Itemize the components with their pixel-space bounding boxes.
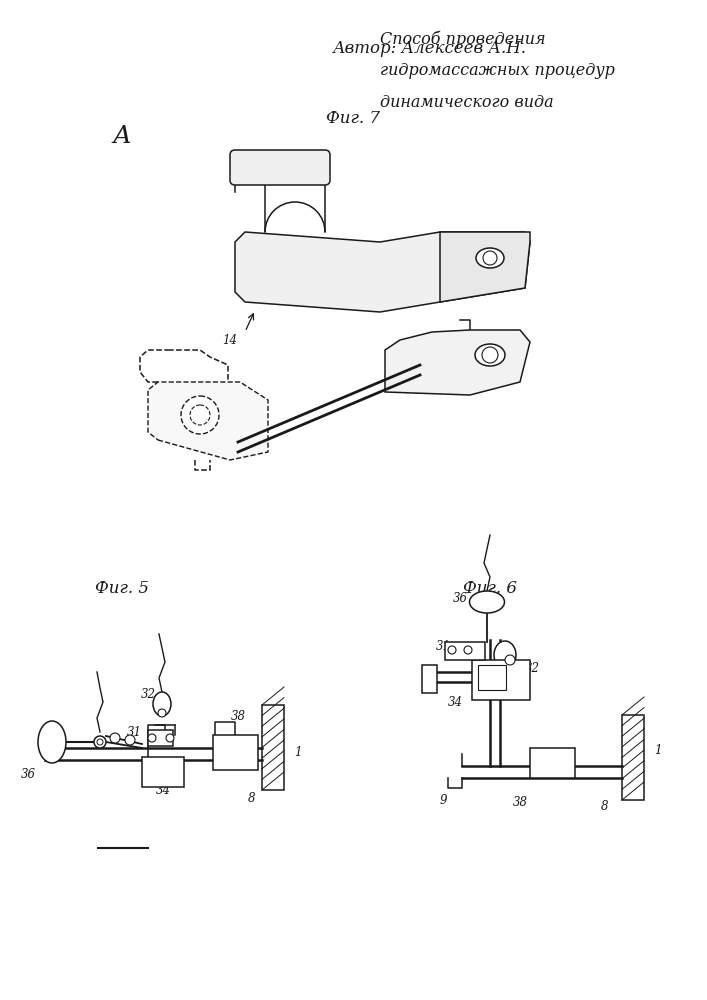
Text: динамического вида: динамического вида [380, 94, 554, 111]
Text: 9: 9 [451, 373, 459, 386]
Text: Фиг. 7: Фиг. 7 [326, 110, 380, 127]
Bar [142, 757, 184, 787]
Polygon shape [235, 232, 530, 312]
Bar [445, 642, 485, 660]
Circle shape [505, 655, 515, 665]
Bar [478, 665, 506, 690]
Circle shape [158, 709, 166, 717]
Text: 1: 1 [294, 746, 302, 758]
Text: 1: 1 [654, 744, 662, 756]
Text: 31: 31 [127, 726, 141, 738]
Circle shape [482, 347, 498, 363]
Text: 8: 8 [601, 800, 609, 814]
FancyBboxPatch shape [230, 150, 330, 185]
Ellipse shape [190, 405, 210, 425]
Text: Способ проведения: Способ проведения [380, 30, 546, 47]
Text: 36: 36 [21, 768, 35, 782]
Text: 32: 32 [141, 688, 156, 700]
Text: 38: 38 [513, 796, 527, 810]
Ellipse shape [181, 396, 219, 434]
Circle shape [94, 736, 106, 748]
Text: Фиг. 6: Фиг. 6 [463, 580, 517, 597]
Text: А: А [112, 125, 132, 148]
Text: 34: 34 [156, 784, 170, 796]
Bar [530, 748, 575, 778]
Bar [148, 730, 173, 746]
Bar [422, 665, 437, 693]
Circle shape [448, 646, 456, 654]
Bar [472, 660, 530, 700]
Polygon shape [148, 382, 268, 460]
Circle shape [110, 733, 120, 743]
Text: гидромассажных процедур: гидромассажных процедур [380, 62, 615, 79]
Ellipse shape [153, 692, 171, 716]
Ellipse shape [476, 248, 504, 268]
Text: Автор: Алексеев А.Н.: Автор: Алексеев А.Н. [333, 40, 527, 57]
Circle shape [464, 646, 472, 654]
Text: 9: 9 [439, 794, 447, 806]
Ellipse shape [38, 721, 66, 763]
Polygon shape [440, 232, 530, 302]
Circle shape [148, 734, 156, 742]
Text: Фиг. 5: Фиг. 5 [95, 580, 149, 597]
Text: 36: 36 [452, 591, 467, 604]
Text: 38: 38 [230, 710, 245, 724]
Ellipse shape [469, 591, 505, 613]
Polygon shape [385, 330, 530, 395]
Text: 8: 8 [248, 792, 256, 804]
Text: 34: 34 [448, 696, 462, 708]
Circle shape [97, 739, 103, 745]
Circle shape [483, 251, 497, 265]
Bar [262, 705, 284, 790]
Circle shape [166, 734, 174, 742]
Text: 14: 14 [223, 334, 238, 347]
Ellipse shape [475, 344, 505, 366]
Bar [213, 735, 258, 770]
Text: 31: 31 [436, 640, 450, 652]
Bar [622, 715, 644, 800]
Ellipse shape [494, 641, 516, 669]
Text: 32: 32 [525, 662, 539, 674]
Circle shape [125, 735, 135, 745]
